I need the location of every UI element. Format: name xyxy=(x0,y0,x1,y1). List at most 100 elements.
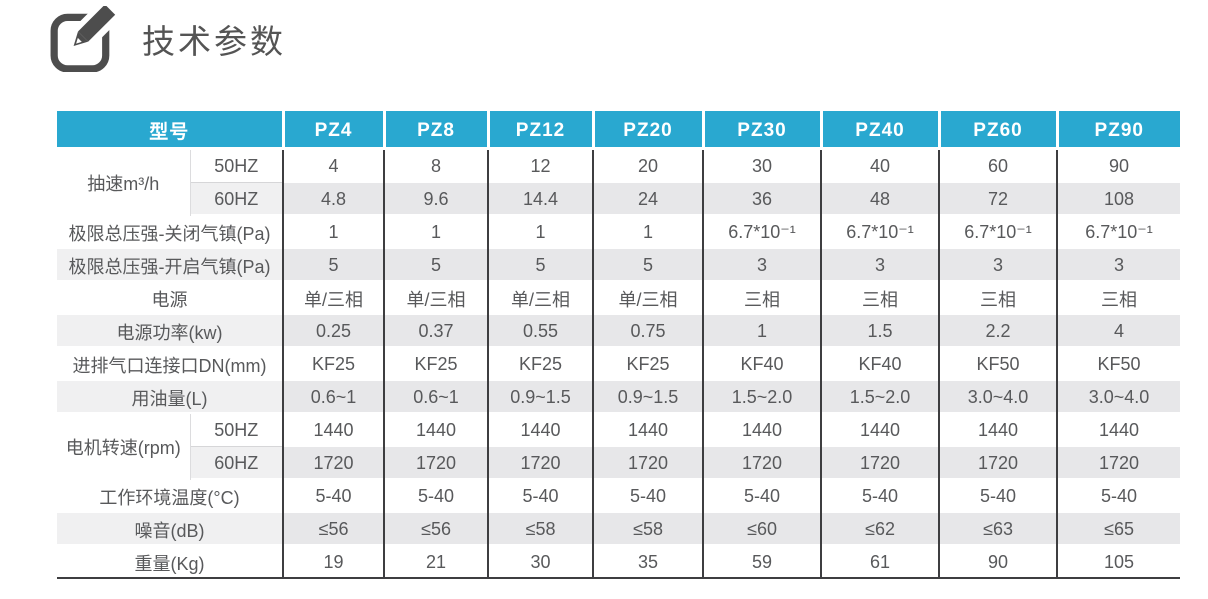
cell-pz60-row12: 90 xyxy=(938,546,1058,579)
row-label: 电源 xyxy=(57,282,284,315)
cell-pz12-row11: ≤58 xyxy=(487,513,594,546)
row-label: 工作环境温度(°C) xyxy=(57,480,284,513)
cell-pz4-row1: 4.8 xyxy=(282,183,385,216)
cell-pz40-row11: ≤62 xyxy=(820,513,940,546)
cell-pz8-row5: 0.37 xyxy=(383,315,489,348)
cell-pz90-row8: 1440 xyxy=(1056,414,1181,447)
cell-pz40-row10: 5-40 xyxy=(820,480,940,513)
header-cell-pz60: PZ60 xyxy=(937,111,1058,150)
cell-pz20-row1: 24 xyxy=(592,183,704,216)
cell-pz12-row3: 5 xyxy=(487,249,594,282)
cell-pz8-row11: ≤56 xyxy=(383,513,489,546)
cell-pz40-row0: 40 xyxy=(820,150,940,183)
header-cell-pz40: PZ40 xyxy=(819,111,940,150)
cell-pz4-row9: 1720 xyxy=(282,447,385,480)
cell-pz90-row12: 105 xyxy=(1056,546,1181,579)
cell-pz4-row4: 单/三相 xyxy=(282,282,385,315)
cell-pz12-row12: 30 xyxy=(487,546,594,579)
cell-pz90-row2: 6.7*10⁻¹ xyxy=(1056,216,1181,249)
table-row: 极限总压强-开启气镇(Pa) 5 5 5 5 3 3 3 3 xyxy=(57,249,1181,282)
row-sublabel: 60HZ xyxy=(189,183,284,216)
spec-table-body: 抽速m³/h 50HZ 4 8 12 20 30 40 60 90 60HZ 4.8 9.6 14.4 24… xyxy=(57,150,1181,579)
cell-pz40-row4: 三相 xyxy=(820,282,940,315)
page-title: 技术参数 xyxy=(142,23,286,60)
header-cell-pz30: PZ30 xyxy=(701,111,822,150)
cell-pz30-row8: 1440 xyxy=(702,414,822,447)
cell-pz20-row11: ≤58 xyxy=(592,513,704,546)
cell-pz20-row12: 35 xyxy=(592,546,704,579)
row-label: 极限总压强-开启气镇(Pa) xyxy=(57,249,284,282)
cell-pz30-row12: 59 xyxy=(702,546,822,579)
cell-pz60-row1: 72 xyxy=(938,183,1058,216)
cell-pz8-row0: 8 xyxy=(383,150,489,183)
cell-pz20-row7: 0.9~1.5 xyxy=(592,381,704,414)
cell-pz20-row3: 5 xyxy=(592,249,704,282)
cell-pz8-row12: 21 xyxy=(383,546,489,579)
cell-pz90-row6: KF50 xyxy=(1056,348,1181,381)
cell-pz4-row6: KF25 xyxy=(282,348,385,381)
cell-pz20-row0: 20 xyxy=(592,150,704,183)
cell-pz90-row11: ≤65 xyxy=(1056,513,1181,546)
cell-pz60-row2: 6.7*10⁻¹ xyxy=(938,216,1058,249)
cell-pz12-row8: 1440 xyxy=(487,414,594,447)
cell-pz40-row8: 1440 xyxy=(820,414,940,447)
row-group-label: 电机转速(rpm) xyxy=(57,414,190,480)
table-row: 极限总压强-关闭气镇(Pa) 1 1 1 1 6.7*10⁻¹ 6.7*10⁻¹ 6.7*10… xyxy=(57,216,1181,249)
table-row: 进排气口连接口DN(mm) KF25 KF25 KF25 KF25 KF40 KF40 KF5… xyxy=(57,348,1181,381)
row-group-label: 抽速m³/h xyxy=(57,150,190,216)
spec-table: 型号 PZ4 PZ8 PZ12 PZ20 PZ30 PZ40 PZ60 PZ90 抽速m³/h 5… xyxy=(57,111,1181,579)
cell-pz60-row8: 1440 xyxy=(938,414,1058,447)
table-row: 60HZ 1720 1720 1720 1720 1720 1720 1720 1720 xyxy=(57,447,1181,480)
cell-pz40-row7: 1.5~2.0 xyxy=(820,381,940,414)
cell-pz8-row9: 1720 xyxy=(383,447,489,480)
table-row: 电源功率(kw) 0.25 0.37 0.55 0.75 1 1.5 2.2 4 xyxy=(57,315,1181,348)
row-label: 极限总压强-关闭气镇(Pa) xyxy=(57,216,284,249)
cell-pz8-row6: KF25 xyxy=(383,348,489,381)
cell-pz60-row4: 三相 xyxy=(938,282,1058,315)
table-row: 噪音(dB) ≤56 ≤56 ≤58 ≤58 ≤60 ≤62 ≤63 ≤65 xyxy=(57,513,1181,546)
cell-pz4-row0: 4 xyxy=(282,150,385,183)
cell-pz60-row0: 60 xyxy=(938,150,1058,183)
cell-pz12-row0: 12 xyxy=(487,150,594,183)
cell-pz90-row9: 1720 xyxy=(1056,447,1181,480)
table-row: 60HZ 4.8 9.6 14.4 24 36 48 72 108 xyxy=(57,183,1181,216)
table-row: 电机转速(rpm) 50HZ 1440 1440 1440 1440 1440 1440 144… xyxy=(57,414,1181,480)
header-cell-pz90: PZ90 xyxy=(1055,111,1181,150)
cell-pz90-row3: 3 xyxy=(1056,249,1181,282)
spec-table-head: 型号 PZ4 PZ8 PZ12 PZ20 PZ30 PZ40 PZ60 PZ90 xyxy=(57,111,1181,150)
cell-pz90-row4: 三相 xyxy=(1056,282,1181,315)
cell-pz30-row1: 36 xyxy=(702,183,822,216)
row-label: 噪音(dB) xyxy=(57,513,284,546)
cell-pz60-row6: KF50 xyxy=(938,348,1058,381)
header-cell-pz8: PZ8 xyxy=(382,111,489,150)
cell-pz12-row6: KF25 xyxy=(487,348,594,381)
cell-pz30-row6: KF40 xyxy=(702,348,822,381)
cell-pz30-row2: 6.7*10⁻¹ xyxy=(702,216,822,249)
cell-pz4-row7: 0.6~1 xyxy=(282,381,385,414)
cell-pz40-row1: 48 xyxy=(820,183,940,216)
cell-pz40-row9: 1720 xyxy=(820,447,940,480)
header-row: 型号 PZ4 PZ8 PZ12 PZ20 PZ30 PZ40 PZ60 PZ90 xyxy=(57,111,1181,150)
cell-pz4-row10: 5-40 xyxy=(282,480,385,513)
row-sublabel: 50HZ xyxy=(189,150,284,183)
cell-pz30-row11: ≤60 xyxy=(702,513,822,546)
cell-pz4-row8: 1440 xyxy=(282,414,385,447)
cell-pz4-row5: 0.25 xyxy=(282,315,385,348)
cell-pz12-row7: 0.9~1.5 xyxy=(487,381,594,414)
row-label: 进排气口连接口DN(mm) xyxy=(57,348,284,381)
row-label: 重量(Kg) xyxy=(57,546,284,579)
cell-pz90-row7: 3.0~4.0 xyxy=(1056,381,1181,414)
cell-pz12-row10: 5-40 xyxy=(487,480,594,513)
cell-pz30-row7: 1.5~2.0 xyxy=(702,381,822,414)
cell-pz30-row10: 5-40 xyxy=(702,480,822,513)
cell-pz8-row1: 9.6 xyxy=(383,183,489,216)
cell-pz12-row9: 1720 xyxy=(487,447,594,480)
cell-pz8-row2: 1 xyxy=(383,216,489,249)
cell-pz60-row10: 5-40 xyxy=(938,480,1058,513)
cell-pz12-row2: 1 xyxy=(487,216,594,249)
cell-pz20-row4: 单/三相 xyxy=(592,282,704,315)
row-label: 用油量(L) xyxy=(57,381,284,414)
cell-pz4-row3: 5 xyxy=(282,249,385,282)
cell-pz90-row0: 90 xyxy=(1056,150,1181,183)
